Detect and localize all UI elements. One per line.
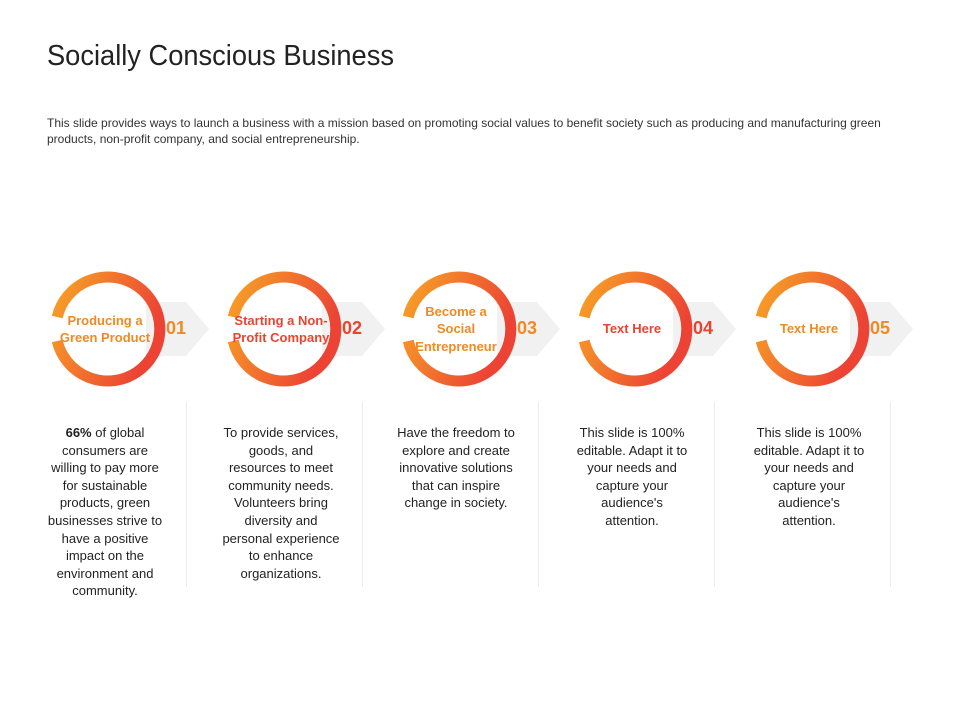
step-label: Text Here [779, 321, 839, 337]
step-description-text: Have the freedom to explore and create i… [397, 425, 515, 511]
column-divider [890, 402, 891, 587]
step-description: This slide is 100% editable. Adapt it to… [573, 424, 691, 530]
step-label: Text Here [602, 321, 662, 337]
column-divider [538, 402, 539, 587]
step-2: Starting a Non-Profit Company 02 To provid… [222, 265, 398, 595]
step-description-text: To provide services, goods, and resource… [222, 425, 340, 581]
step-number: 04 [693, 318, 714, 338]
step-number: 03 [517, 318, 538, 338]
progress-ring [578, 271, 693, 387]
step-4: Text Here 04 This slide is 100% editable. … [573, 265, 749, 595]
step-description-highlight: 66% [65, 425, 92, 440]
column-divider [186, 402, 187, 587]
progress-ring [51, 271, 166, 387]
step-ring-graphic [51, 271, 209, 387]
step-number: 02 [342, 318, 363, 338]
page-subtitle: This slide provides ways to launch a bus… [47, 116, 881, 146]
progress-ring [402, 271, 517, 387]
step-ring-graphic [227, 271, 385, 387]
page-title: Socially Conscious Business [47, 40, 394, 72]
step-description-text: This slide is 100% editable. Adapt it to… [753, 425, 865, 528]
step-ring-graphic [578, 271, 736, 387]
step-description: Have the freedom to explore and create i… [397, 424, 515, 512]
step-3: Become a Social Entrepreneur 03 Have the f… [397, 265, 573, 595]
step-description-text: of global consumers are willing to pay m… [47, 425, 163, 599]
step-label: Producing a Green Product [59, 312, 151, 346]
column-divider [714, 402, 715, 587]
step-description: To provide services, goods, and resource… [222, 424, 340, 582]
step-label: Become a Social Entrepreneur [415, 303, 497, 354]
step-description: 66% of global consumers are willing to p… [46, 424, 164, 600]
column-divider [362, 402, 363, 587]
progress-ring [227, 271, 342, 387]
step-1: Producing a Green Product 01 66% of global… [46, 265, 222, 598]
step-label: Starting a Non-Profit Company [232, 312, 330, 346]
step-ring-graphic [755, 271, 913, 387]
step-number: 05 [870, 318, 891, 338]
progress-ring [755, 271, 870, 387]
step-number: 01 [166, 318, 187, 338]
step-description: This slide is 100% editable. Adapt it to… [750, 424, 868, 530]
step-ring-graphic [402, 271, 560, 387]
step-description-text: This slide is 100% editable. Adapt it to… [576, 425, 688, 528]
step-5: Text Here 05 This slide is 100% editable. … [750, 265, 926, 595]
